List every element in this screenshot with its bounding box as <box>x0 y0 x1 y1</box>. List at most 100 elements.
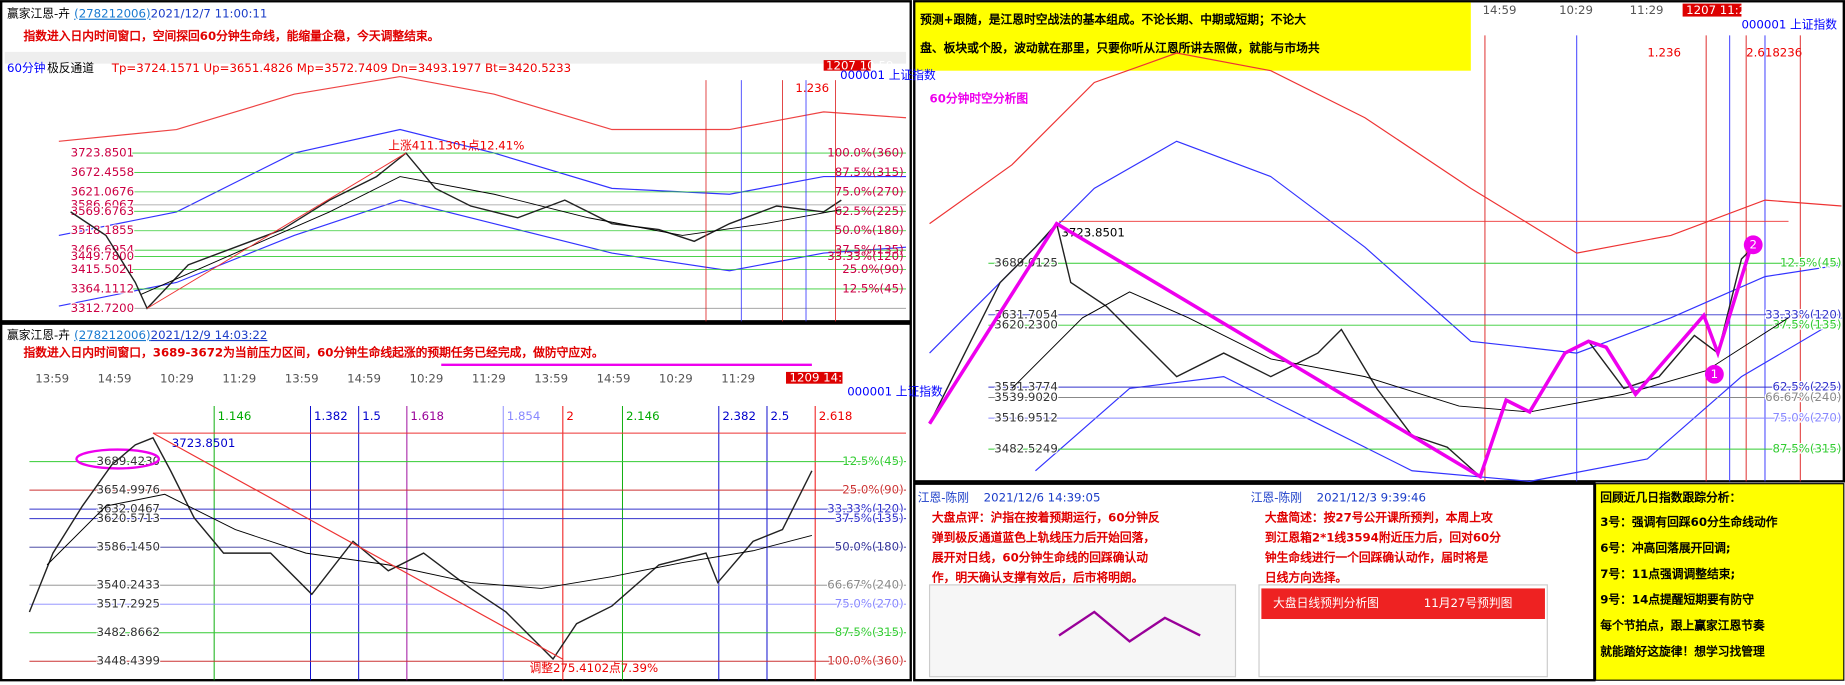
time-label: 10:29 <box>659 371 693 385</box>
level-label: 3312.7200 <box>71 301 135 315</box>
review-item: 就能踏好这旋律！想学习找管理 <box>1600 644 1765 658</box>
price-trace <box>70 152 842 310</box>
annotation: 调整275.4102点7.39% <box>529 661 658 675</box>
review-item: 6号：冲高回落展开回调; <box>1600 541 1730 555</box>
level-label: 3364.1112 <box>71 281 135 295</box>
time-label: 13:59 <box>35 371 69 385</box>
level-pct: 33.33%(120) <box>1765 307 1841 321</box>
fib-label: 1.236 <box>795 81 829 95</box>
price-envelope <box>1035 317 1842 482</box>
time-label: 14:59 <box>98 371 132 385</box>
high-label: 3723.8501 <box>172 436 236 450</box>
time-label: 10:29 <box>1559 3 1593 17</box>
fib-label: 2.618 <box>819 409 853 423</box>
level-label: 3466.6954 <box>71 243 135 257</box>
level-pct: 33.33%(120) <box>827 502 903 516</box>
level-label: 3586.6067 <box>71 197 135 211</box>
time-label: 13:59 <box>534 371 568 385</box>
account-id: (278212006) <box>74 328 150 342</box>
post-line: 展开对日线，60分钟生命线的回踩确认动 <box>931 550 1148 564</box>
fib-label: 1.854 <box>507 409 541 423</box>
level-label: 3518.1855 <box>71 223 135 237</box>
post-line: 作，明天确认支撑有效后，后市将明朗。 <box>932 570 1144 584</box>
time-label: 14:59 <box>347 371 381 385</box>
level-label: 3654.9976 <box>96 483 160 497</box>
panel-border <box>0 0 912 323</box>
symbol: 000001 上证指数 <box>840 68 936 82</box>
intro-box <box>915 2 1471 71</box>
level-label: 3539.9020 <box>994 390 1058 404</box>
level-label: 3482.8662 <box>96 625 160 639</box>
time-label: 11:29 <box>721 371 755 385</box>
marker-label: 2 <box>1749 237 1756 251</box>
level-label: 3516.9512 <box>994 411 1058 425</box>
thumb-header <box>1261 588 1545 620</box>
post-line: 日线方向选择。 <box>1265 570 1347 584</box>
marker <box>1704 364 1724 384</box>
fib-label: 1.382 <box>314 409 348 423</box>
post-time: 2021/12/3 9:39:46 <box>1317 490 1426 504</box>
level-pct: 37.5%(135) <box>835 243 904 257</box>
timestamp: 2021/12/7 11:00:11 <box>151 7 268 21</box>
level-label: 3723.8501 <box>71 146 135 160</box>
post-line: 大盘简述：按27号公开课所预判，本周上攻 <box>1265 510 1493 524</box>
panel-border <box>913 0 1845 483</box>
level-label: 3540.2433 <box>96 578 160 592</box>
bar-time: 1207 10:59 <box>826 58 894 72</box>
time-label: 14:59 <box>597 371 631 385</box>
note: 指数进入日内时间窗口，空间探回60分钟生命线，能缩量企稳，今天调整结束。 <box>24 29 440 43</box>
level-label: 3551.3774 <box>994 380 1058 394</box>
ma-line <box>1011 291 1789 413</box>
bar-time: 1207 11:29 <box>1686 3 1754 17</box>
level-pct: 75.0%(270) <box>1773 411 1842 425</box>
price-envelope <box>929 52 1842 254</box>
note: 指数进入日内时间窗口，3689-3672为当前压力区间，60分钟生命线起涨的预期… <box>24 346 604 360</box>
level-pct: 66.67%(240) <box>827 578 903 592</box>
price-envelope <box>58 75 907 142</box>
level-label: 3569.6763 <box>71 204 135 218</box>
channel: 极反通道 <box>47 61 94 75</box>
post-time: 2021/12/6 14:39:05 <box>984 490 1101 504</box>
pink-path <box>928 221 1753 480</box>
level-pct: 37.5%(135) <box>835 511 904 525</box>
fib-label: 2.618236 <box>1746 46 1802 60</box>
level-pct: 12.5%(45) <box>842 281 903 295</box>
level-pct: 75.0%(270) <box>835 597 904 611</box>
level-pct: 12.5%(45) <box>1780 256 1841 270</box>
marker <box>1743 235 1763 255</box>
review-item: 每个节拍点，跟上赢家江恩节奏 <box>1600 619 1765 633</box>
trend-line <box>146 152 407 309</box>
thumb-sub: 11月27号预判图 <box>1424 596 1513 610</box>
review-item: 9号：14点提醒短期要有防守 <box>1600 593 1754 607</box>
review-box <box>1594 483 1845 681</box>
level-label: 3517.2925 <box>96 597 160 611</box>
bar-time-box <box>823 60 871 71</box>
level-label: 3672.4558 <box>71 165 135 179</box>
post-line: 弹到极反通道蓝色上轨线压力后开始回落， <box>932 530 1155 544</box>
level-pct: 87.5%(315) <box>1773 442 1842 456</box>
fib-label: 2.382 <box>722 409 756 423</box>
price-envelope <box>929 140 1842 354</box>
account: 赢家江恩-卉 <box>7 7 70 21</box>
time-label: 14:59 <box>1483 3 1517 17</box>
level-pct: 25.0%(90) <box>842 483 903 497</box>
level-label: 3415.5021 <box>71 262 135 276</box>
level-pct: 25.0%(90) <box>842 262 903 276</box>
fib-label: 2.5 <box>771 409 790 423</box>
trend-line <box>152 432 563 660</box>
level-pct: 12.5%(45) <box>842 454 903 468</box>
thumb-trace <box>1058 610 1201 643</box>
chart-title: 60分钟时空分析图 <box>930 91 1029 105</box>
time-label: 11:29 <box>222 371 256 385</box>
toolbar <box>4 51 907 64</box>
level-pct: 100.0%(360) <box>827 146 903 160</box>
price-trace <box>28 436 813 661</box>
level-pct: 75.0%(270) <box>835 184 904 198</box>
post-author: 江恩-陈刚 <box>918 490 969 504</box>
review-item: 7号：11点强调调整结束; <box>1600 567 1735 581</box>
fib-label: 2 <box>566 409 573 423</box>
time-label: 13:59 <box>285 371 319 385</box>
level-label: 3621.0676 <box>71 184 135 198</box>
level-label: 3620.2300 <box>994 318 1058 332</box>
time-label: 10:29 <box>160 371 194 385</box>
